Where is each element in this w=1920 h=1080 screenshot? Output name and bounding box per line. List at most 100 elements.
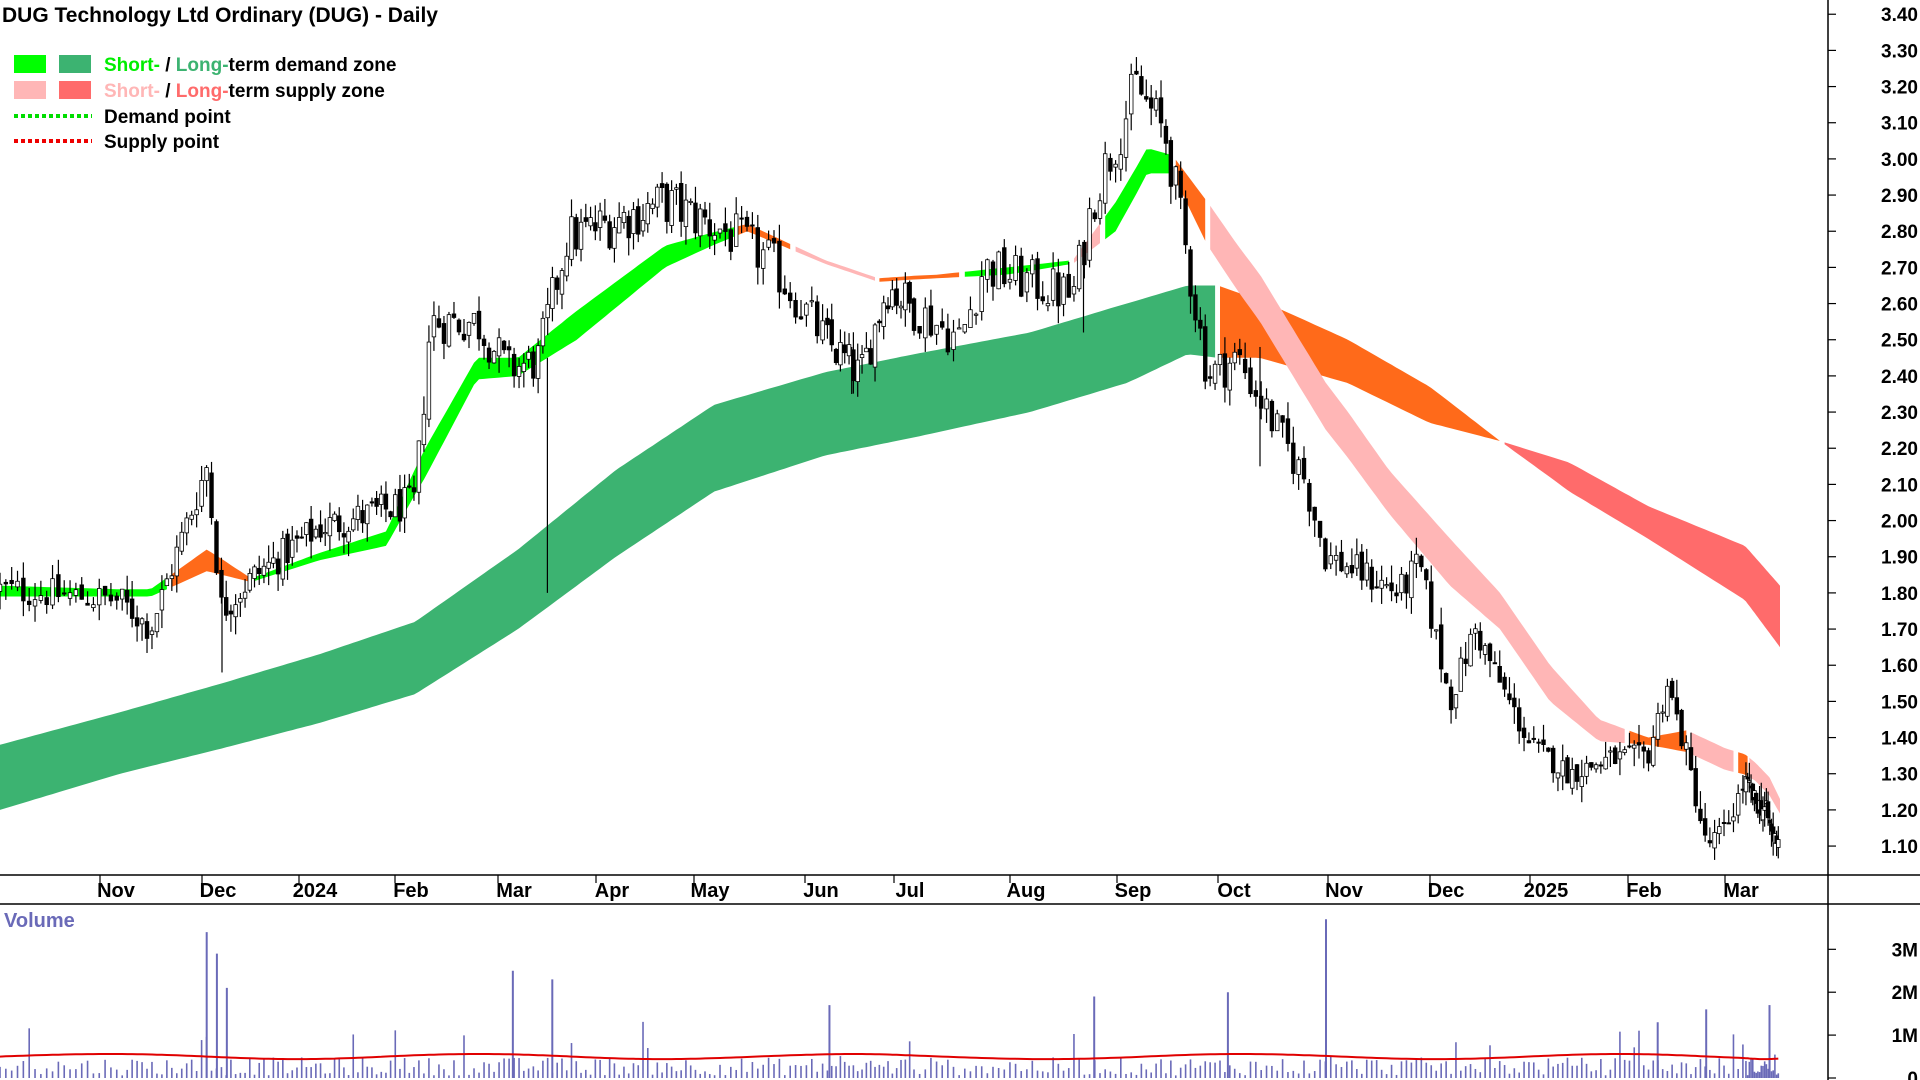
candle-body	[1448, 686, 1454, 711]
candle-body	[1102, 153, 1108, 204]
short-term-zone-segment	[795, 246, 875, 281]
candle-body	[1399, 573, 1404, 594]
candle-body	[664, 183, 670, 222]
candle-body	[1565, 757, 1570, 784]
x-axis-label: Jul	[896, 880, 925, 902]
candle-body	[1253, 390, 1259, 397]
candle-body	[804, 303, 809, 316]
candle-body	[911, 298, 917, 331]
candle-body	[1641, 746, 1646, 752]
candle-body	[341, 533, 347, 538]
candle-body	[881, 302, 886, 327]
candle-body	[266, 561, 271, 569]
candle-body	[471, 312, 477, 324]
candle-body	[114, 595, 119, 601]
candle-body	[1546, 747, 1551, 752]
candle-body	[669, 190, 674, 226]
candle-body	[885, 305, 891, 310]
candle-body	[744, 216, 750, 227]
x-axis-label: May	[691, 880, 731, 902]
candle-body	[550, 277, 555, 309]
price-tick-label: 1.90	[1881, 548, 1918, 569]
x-axis-label: Nov	[1325, 880, 1364, 902]
short-term-zone-segment	[736, 224, 791, 250]
candle-body	[877, 320, 882, 324]
candle-body	[393, 494, 398, 518]
candle-body	[1108, 157, 1113, 172]
candle-body	[1280, 415, 1285, 423]
candle-body	[1248, 367, 1253, 395]
candle-body	[864, 347, 869, 353]
candle-body	[1056, 272, 1061, 307]
candle-body	[1369, 566, 1374, 590]
candle-body	[120, 588, 125, 600]
price-tick-label: 1.10	[1881, 837, 1918, 858]
candle-body	[426, 341, 432, 420]
candle-body	[491, 350, 497, 364]
candle-body	[1622, 749, 1627, 753]
candle-body	[1453, 694, 1459, 709]
candle-body	[1507, 693, 1512, 701]
candle-body	[1688, 747, 1694, 771]
candle-body	[44, 597, 49, 606]
candle-body	[199, 480, 204, 507]
candle-body	[1735, 793, 1741, 816]
volume-layer: Volume 3M 2M 1M 0	[0, 910, 1918, 1080]
legend-label-part: Long-	[176, 81, 229, 102]
candle-body	[275, 558, 281, 575]
legend-label: Short- / Long-term demand zone	[104, 55, 396, 76]
candle-body	[578, 221, 584, 250]
candle-body	[640, 220, 646, 232]
candle-body	[788, 292, 793, 302]
volume-average-line	[0, 1053, 1779, 1061]
candle-body	[360, 510, 365, 524]
candle-body	[108, 594, 114, 602]
candle-body	[940, 321, 945, 328]
x-axis-label: Dec	[200, 880, 237, 902]
candle-body	[1579, 776, 1584, 787]
candle-body	[285, 533, 290, 564]
zones-layer	[0, 149, 1780, 814]
candle-body	[486, 347, 492, 363]
candle-body	[1384, 584, 1389, 587]
candle-body	[1349, 565, 1355, 574]
candle-body	[678, 182, 684, 222]
candle-body	[411, 487, 417, 493]
candle-body	[1113, 163, 1118, 168]
candle-body	[149, 630, 155, 635]
candle-body	[962, 324, 967, 333]
candle-body	[1178, 170, 1183, 198]
candle-body	[1608, 750, 1613, 753]
price-tick-label: 2.30	[1881, 403, 1918, 424]
candle-body	[97, 588, 102, 606]
candle-body	[50, 578, 55, 606]
chart-title: DUG Technology Ltd Ordinary (DUG) - Dail…	[2, 4, 438, 27]
candle-body	[1627, 745, 1632, 748]
candle-body	[299, 536, 304, 539]
candle-body	[1002, 247, 1007, 285]
candles-layer	[0, 57, 1781, 860]
price-tick-label: 1.20	[1881, 801, 1918, 822]
candle-body	[855, 359, 860, 383]
candle-body	[1183, 198, 1188, 246]
candle-body	[91, 604, 96, 609]
candle-body	[894, 288, 899, 306]
volume-tick-label: 0	[1907, 1069, 1918, 1080]
candle-body	[214, 521, 219, 574]
legend-label: Demand point	[104, 107, 231, 128]
candle-body	[1139, 76, 1144, 95]
long-term-supply-zone	[1504, 442, 1780, 648]
candle-body	[1237, 349, 1242, 356]
candle-body	[397, 489, 403, 522]
candle-body	[1045, 303, 1051, 307]
candle-body	[1541, 739, 1546, 745]
candle-body	[3, 581, 9, 585]
candle-body	[1429, 581, 1434, 629]
x-axis-label: Feb	[1626, 880, 1662, 902]
candle-body	[1482, 645, 1488, 655]
candle-body	[1198, 319, 1203, 329]
candle-body	[1669, 680, 1675, 698]
x-axis-label: Nov	[97, 880, 136, 902]
price-tick-label: 1.70	[1881, 620, 1918, 641]
candle-body	[15, 580, 20, 588]
